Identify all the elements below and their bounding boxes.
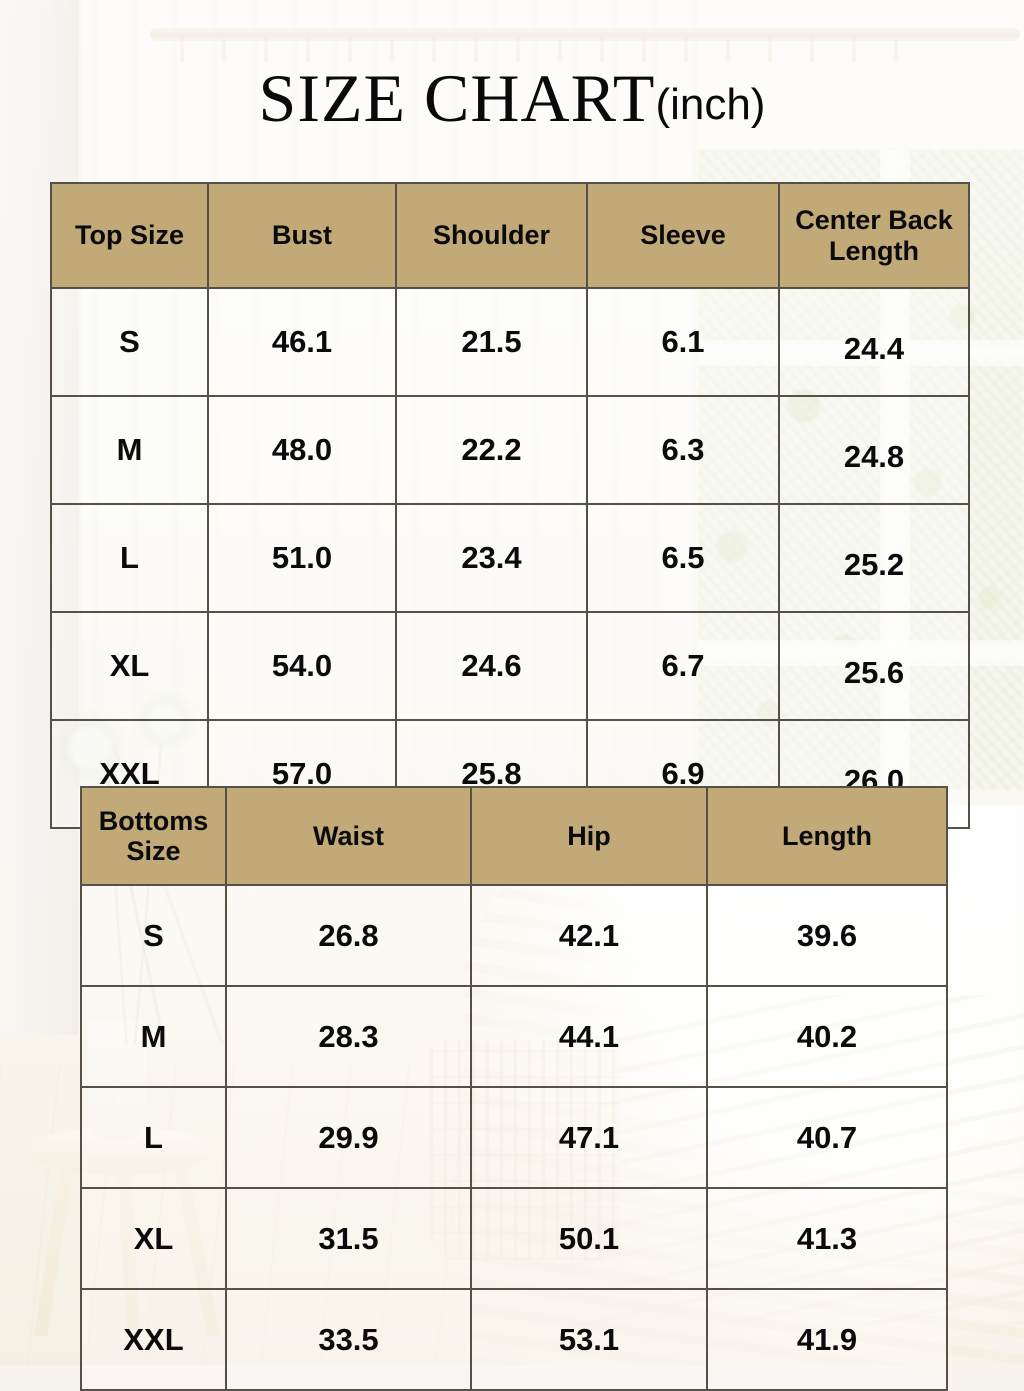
- bottoms-cell-hip: 47.1: [470, 1086, 708, 1189]
- tops-cell-size: XL: [50, 611, 209, 721]
- bottoms-cell-waist: 29.9: [225, 1086, 472, 1189]
- tops-cell-bust: 46.1: [207, 287, 397, 397]
- bottoms-cell-size: XL: [80, 1187, 227, 1290]
- tops-header-shoulder: Shoulder: [395, 182, 588, 289]
- bottoms-cell-hip: 42.1: [470, 884, 708, 987]
- table-row: XL 54.0 24.6 6.7 25.6: [50, 611, 970, 721]
- tops-cell-size: L: [50, 503, 209, 613]
- tops-header-size: Top Size: [50, 182, 209, 289]
- table-row: M 48.0 22.2 6.3 24.8: [50, 395, 970, 505]
- page-title-main: SIZE CHART: [258, 60, 656, 136]
- tops-size-table: Top Size Bust Shoulder Sleeve Center Bac…: [50, 182, 970, 829]
- tops-cell-center-back-length: 25.2: [778, 503, 970, 613]
- tops-header-bust: Bust: [207, 182, 397, 289]
- table-row: XXL 33.5 53.1 41.9: [80, 1288, 948, 1391]
- tops-cell-bust: 51.0: [207, 503, 397, 613]
- bottoms-cell-length: 41.9: [706, 1288, 948, 1391]
- tops-cell-sleeve: 6.1: [586, 287, 780, 397]
- bottoms-cell-size: M: [80, 985, 227, 1088]
- tops-cell-shoulder: 23.4: [395, 503, 588, 613]
- tops-cell-shoulder: 22.2: [395, 395, 588, 505]
- bottoms-header-hip: Hip: [470, 786, 708, 886]
- tops-cell-bust: 54.0: [207, 611, 397, 721]
- page-title: SIZE CHART(inch): [0, 64, 1024, 132]
- bottoms-cell-size: S: [80, 884, 227, 987]
- bottoms-cell-waist: 26.8: [225, 884, 472, 987]
- bottoms-cell-hip: 50.1: [470, 1187, 708, 1290]
- bottoms-cell-length: 40.2: [706, 985, 948, 1088]
- bottoms-cell-size: L: [80, 1086, 227, 1189]
- bottoms-header-waist: Waist: [225, 786, 472, 886]
- tops-cell-bust: 48.0: [207, 395, 397, 505]
- table-row: L 29.9 47.1 40.7: [80, 1086, 948, 1189]
- tops-header-sleeve: Sleeve: [586, 182, 780, 289]
- table-row: S 26.8 42.1 39.6: [80, 884, 948, 987]
- tops-cell-sleeve: 6.7: [586, 611, 780, 721]
- tops-cell-size: S: [50, 287, 209, 397]
- bottoms-cell-waist: 28.3: [225, 985, 472, 1088]
- tops-cell-sleeve: 6.5: [586, 503, 780, 613]
- tops-cell-center-back-length: 24.4: [778, 287, 970, 397]
- tops-cell-center-back-length: 25.6: [778, 611, 970, 721]
- bottoms-header-row: Bottoms Size Waist Hip Length: [80, 786, 948, 886]
- bottoms-cell-length: 40.7: [706, 1086, 948, 1189]
- page-title-unit: (inch): [655, 80, 766, 129]
- table-row: XL 31.5 50.1 41.3: [80, 1187, 948, 1290]
- bottoms-cell-length: 39.6: [706, 884, 948, 987]
- bottoms-cell-length: 41.3: [706, 1187, 948, 1290]
- table-row: M 28.3 44.1 40.2: [80, 985, 948, 1088]
- tops-cell-sleeve: 6.3: [586, 395, 780, 505]
- tops-header-center-back-length: Center Back Length: [778, 182, 970, 289]
- bottoms-cell-waist: 31.5: [225, 1187, 472, 1290]
- bottoms-header-length: Length: [706, 786, 948, 886]
- tops-cell-shoulder: 24.6: [395, 611, 588, 721]
- tops-header-row: Top Size Bust Shoulder Sleeve Center Bac…: [50, 182, 970, 289]
- tops-cell-size: M: [50, 395, 209, 505]
- bottoms-cell-waist: 33.5: [225, 1288, 472, 1391]
- tops-cell-shoulder: 21.5: [395, 287, 588, 397]
- tops-cell-center-back-length: 24.8: [778, 395, 970, 505]
- bottoms-header-size: Bottoms Size: [80, 786, 227, 886]
- table-row: S 46.1 21.5 6.1 24.4: [50, 287, 970, 397]
- bottoms-cell-size: XXL: [80, 1288, 227, 1391]
- bottoms-cell-hip: 44.1: [470, 985, 708, 1088]
- table-row: L 51.0 23.4 6.5 25.2: [50, 503, 970, 613]
- bottoms-cell-hip: 53.1: [470, 1288, 708, 1391]
- bottoms-size-table: Bottoms Size Waist Hip Length S 26.8 42.…: [80, 786, 948, 1391]
